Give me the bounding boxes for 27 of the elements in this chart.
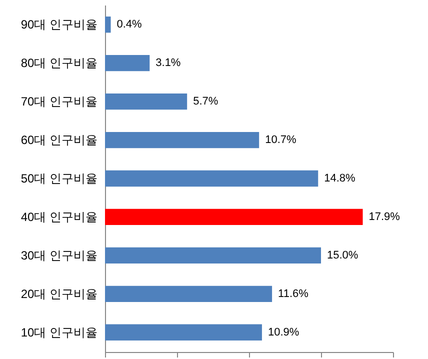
y-tick-label: 10대 인구비율	[20, 325, 98, 340]
data-label: 10.9%	[268, 326, 300, 338]
data-label: 14.8%	[324, 172, 356, 184]
bar	[105, 16, 111, 33]
bar	[105, 247, 321, 264]
bar	[105, 132, 260, 148]
y-tick-label: 30대 인구비율	[20, 248, 98, 262]
y-tick-label: 90대 인구비율	[20, 18, 98, 32]
y-tick-label: 20대 인구비율	[20, 286, 98, 301]
data-label: 3.1%	[156, 57, 181, 70]
bar	[105, 55, 150, 72]
y-tick-label: 50대 인구비율	[20, 172, 98, 186]
data-label: 5.7%	[193, 96, 218, 108]
bar	[105, 286, 272, 302]
data-label: 15.0%	[327, 249, 358, 262]
bar	[105, 170, 318, 187]
bar	[105, 208, 363, 226]
data-label: 11.6%	[278, 288, 309, 300]
data-label: 0.4%	[116, 18, 142, 31]
y-tick-label: 40대 인구비율	[20, 210, 98, 224]
data-label: 17.9%	[368, 210, 400, 223]
bar	[105, 324, 262, 340]
bar	[105, 93, 188, 110]
y-tick-label: 80대 인구비율	[20, 56, 98, 70]
y-tick-label: 60대 인구비율	[20, 133, 98, 148]
y-tick-label: 70대 인구비율	[20, 94, 98, 109]
data-label: 10.7%	[265, 134, 296, 146]
